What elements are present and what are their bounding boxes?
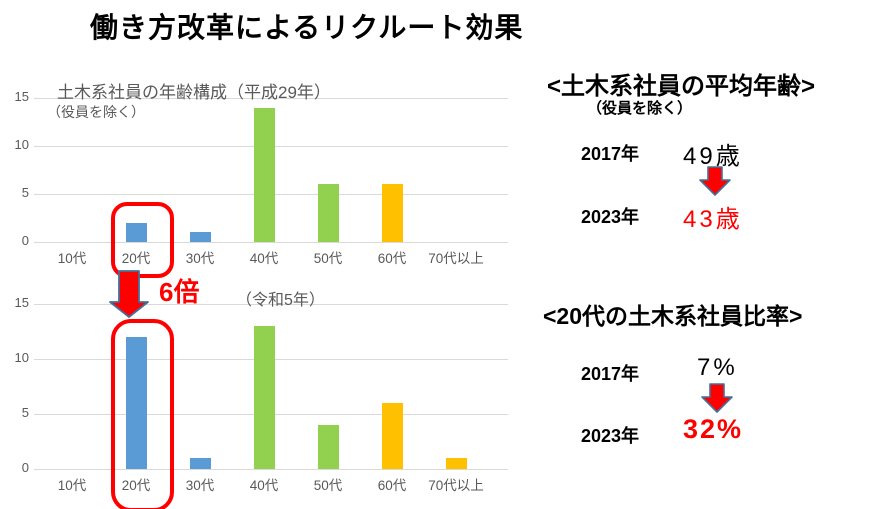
bar-30代 <box>189 232 211 242</box>
x-category-label: 60代 <box>377 251 407 266</box>
avg-age-subtitle: （役員を除く） <box>587 100 693 117</box>
x-category-label: 20代 <box>121 478 151 493</box>
gridline <box>34 241 508 243</box>
bar-20代 <box>125 222 147 242</box>
x-category-label: 30代 <box>185 251 215 266</box>
y-tick-label: 0 <box>21 233 29 248</box>
avg-age-2017-year: 2017年 <box>581 144 640 164</box>
bar-60代 <box>381 403 403 469</box>
multiplier-label: 6倍 <box>159 277 200 307</box>
x-category-label: 10代 <box>57 251 87 266</box>
x-category-label: 10代 <box>57 478 87 493</box>
bar-30代 <box>189 458 211 469</box>
chart-subtitle: （役員を除く） <box>47 104 145 120</box>
highlight-box-20s-2017 <box>111 202 174 278</box>
x-category-label: 50代 <box>313 478 343 493</box>
avg-age-2023-year: 2023年 <box>581 207 640 227</box>
y-tick-label: 15 <box>14 295 29 310</box>
chart-title: 土木系社員の年齢構成（平成29年） <box>57 83 331 102</box>
ratio-20s-2017-year: 2017年 <box>581 364 640 384</box>
chart-title: （令和5年） <box>236 292 325 309</box>
y-tick-label: 15 <box>14 89 29 104</box>
y-tick-label: 5 <box>21 405 29 420</box>
ratio-20s-2023-value: 32% <box>683 414 744 444</box>
slide-title: 働き方改革によるリクルート効果 <box>90 12 524 43</box>
avg-age-title: <土木系社員の平均年齢> <box>547 73 816 100</box>
x-category-label: 20代 <box>121 251 151 266</box>
ratio-20s-2017-value: 7% <box>697 354 738 381</box>
down-arrow-icon <box>701 383 733 413</box>
x-category-label: 70代以上 <box>428 478 484 493</box>
bar-50代 <box>317 425 339 469</box>
x-category-label: 70代以上 <box>428 251 484 266</box>
down-arrow-icon <box>109 270 149 318</box>
down-arrow-icon <box>699 166 731 196</box>
x-category-label: 40代 <box>249 251 279 266</box>
y-tick-label: 5 <box>21 185 29 200</box>
avg-age-2023-value: 43歳 <box>683 206 743 233</box>
bar-50代 <box>317 184 339 242</box>
bar-40代 <box>253 107 275 242</box>
gridline <box>34 468 508 470</box>
ratio-20s-title: <20代の土木系社員比率> <box>543 303 803 329</box>
x-category-label: 40代 <box>249 478 279 493</box>
x-category-label: 50代 <box>313 251 343 266</box>
y-tick-label: 10 <box>14 350 29 365</box>
x-category-label: 60代 <box>377 478 407 493</box>
y-tick-label: 10 <box>14 137 29 152</box>
y-tick-label: 0 <box>21 460 29 475</box>
bar-70代以上 <box>445 458 467 469</box>
x-category-label: 30代 <box>185 478 215 493</box>
gridline <box>34 97 508 99</box>
bar-60代 <box>381 184 403 242</box>
bar-40代 <box>253 326 275 469</box>
ratio-20s-2023-year: 2023年 <box>581 426 640 446</box>
bar-20代 <box>125 337 147 469</box>
highlight-box-20s-2023 <box>111 319 174 509</box>
avg-age-2017-value: 49歳 <box>683 143 743 170</box>
gridline <box>34 303 508 305</box>
